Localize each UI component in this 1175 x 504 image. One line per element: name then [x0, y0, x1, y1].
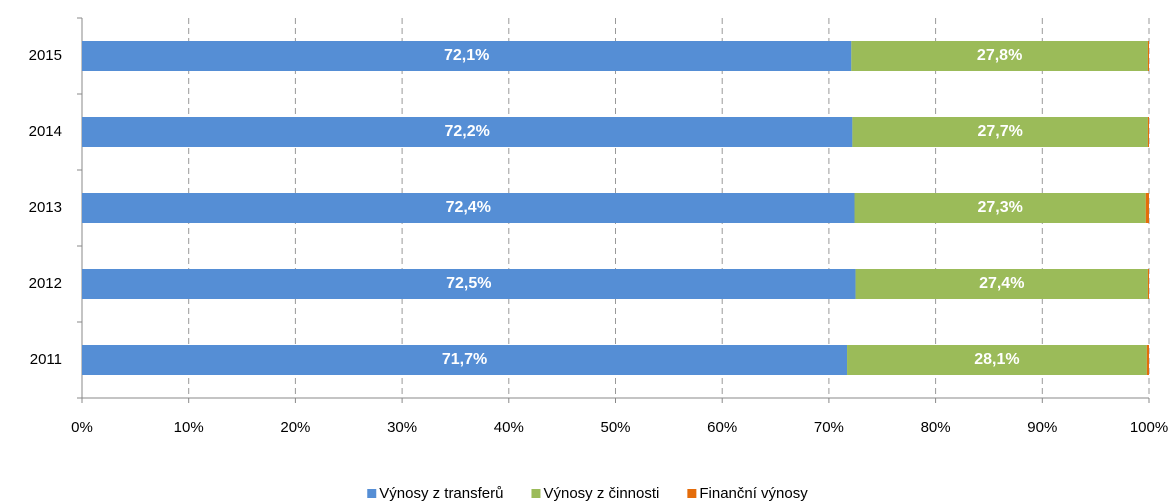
bar-segment — [82, 41, 852, 71]
data-label: 27,8% — [977, 47, 1022, 64]
y-tick-label: 2012 — [29, 275, 62, 292]
x-tick-label: 40% — [494, 419, 524, 436]
y-tick-label: 2015 — [29, 47, 62, 64]
x-tick-label: 90% — [1027, 419, 1057, 436]
y-tick-label: 2014 — [29, 123, 62, 140]
bar-segment — [1145, 193, 1149, 223]
bar-segment — [1147, 269, 1149, 299]
bar-segment — [847, 345, 1147, 375]
legend-label: Výnosy z transferů — [379, 485, 503, 502]
data-label: 72,1% — [444, 47, 489, 64]
bar-segment — [82, 193, 855, 223]
bar-segment — [82, 269, 856, 299]
x-tick-label: 10% — [174, 419, 204, 436]
x-tick-label: 60% — [707, 419, 737, 436]
data-label: 72,4% — [446, 199, 491, 216]
data-label: 72,5% — [446, 275, 491, 292]
x-tick-label: 0% — [71, 419, 93, 436]
bar-segment — [851, 41, 1148, 71]
bar-segment — [1147, 117, 1149, 147]
x-tick-label: 50% — [600, 419, 630, 436]
x-tick-label: 100% — [1130, 419, 1168, 436]
legend-label: Výnosy z činnosti — [543, 485, 659, 502]
bar-segment — [1147, 41, 1149, 71]
bar-segment — [855, 269, 1148, 299]
data-label: 27,7% — [977, 123, 1022, 140]
legend-label: Finanční výnosy — [699, 485, 808, 502]
data-label: 72,2% — [444, 123, 489, 140]
bar-segment — [854, 193, 1146, 223]
bar-segment — [82, 345, 848, 375]
y-tick-label: 2013 — [29, 199, 62, 216]
x-tick-label: 70% — [814, 419, 844, 436]
data-label: 27,4% — [979, 275, 1024, 292]
y-tick-label: 2011 — [30, 351, 62, 368]
data-label: 71,7% — [442, 351, 487, 368]
x-tick-label: 80% — [921, 419, 951, 436]
legend-swatch — [531, 489, 541, 498]
x-tick-label: 20% — [280, 419, 310, 436]
legend-swatch — [367, 489, 377, 498]
data-label: 27,3% — [977, 199, 1022, 216]
bar-segment — [1146, 345, 1149, 375]
bar-segment — [852, 117, 1148, 147]
legend-swatch — [687, 489, 697, 498]
data-label: 28,1% — [974, 351, 1019, 368]
bar-segment — [82, 117, 853, 147]
x-tick-label: 30% — [387, 419, 417, 436]
